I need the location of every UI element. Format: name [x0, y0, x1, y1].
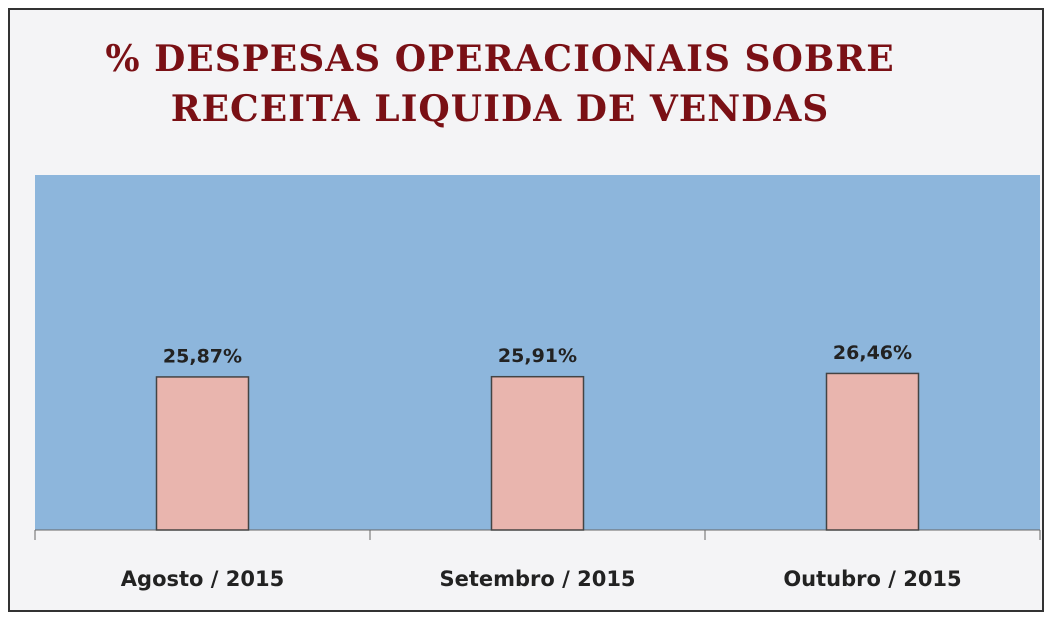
value-label: 26,46%: [833, 342, 912, 364]
chart-title: % DESPESAS OPERACIONAIS SOBRE RECEITA LI…: [105, 38, 895, 130]
bar: [155, 376, 250, 531]
x-tick-label: Agosto / 2015: [121, 567, 284, 591]
bar: [490, 375, 585, 531]
value-label: 25,87%: [163, 345, 242, 367]
x-tick-label: Setembro / 2015: [439, 567, 635, 591]
x-tick-label: Outubro / 2015: [783, 567, 961, 591]
bar: [825, 372, 920, 531]
value-label: 25,91%: [498, 345, 577, 367]
